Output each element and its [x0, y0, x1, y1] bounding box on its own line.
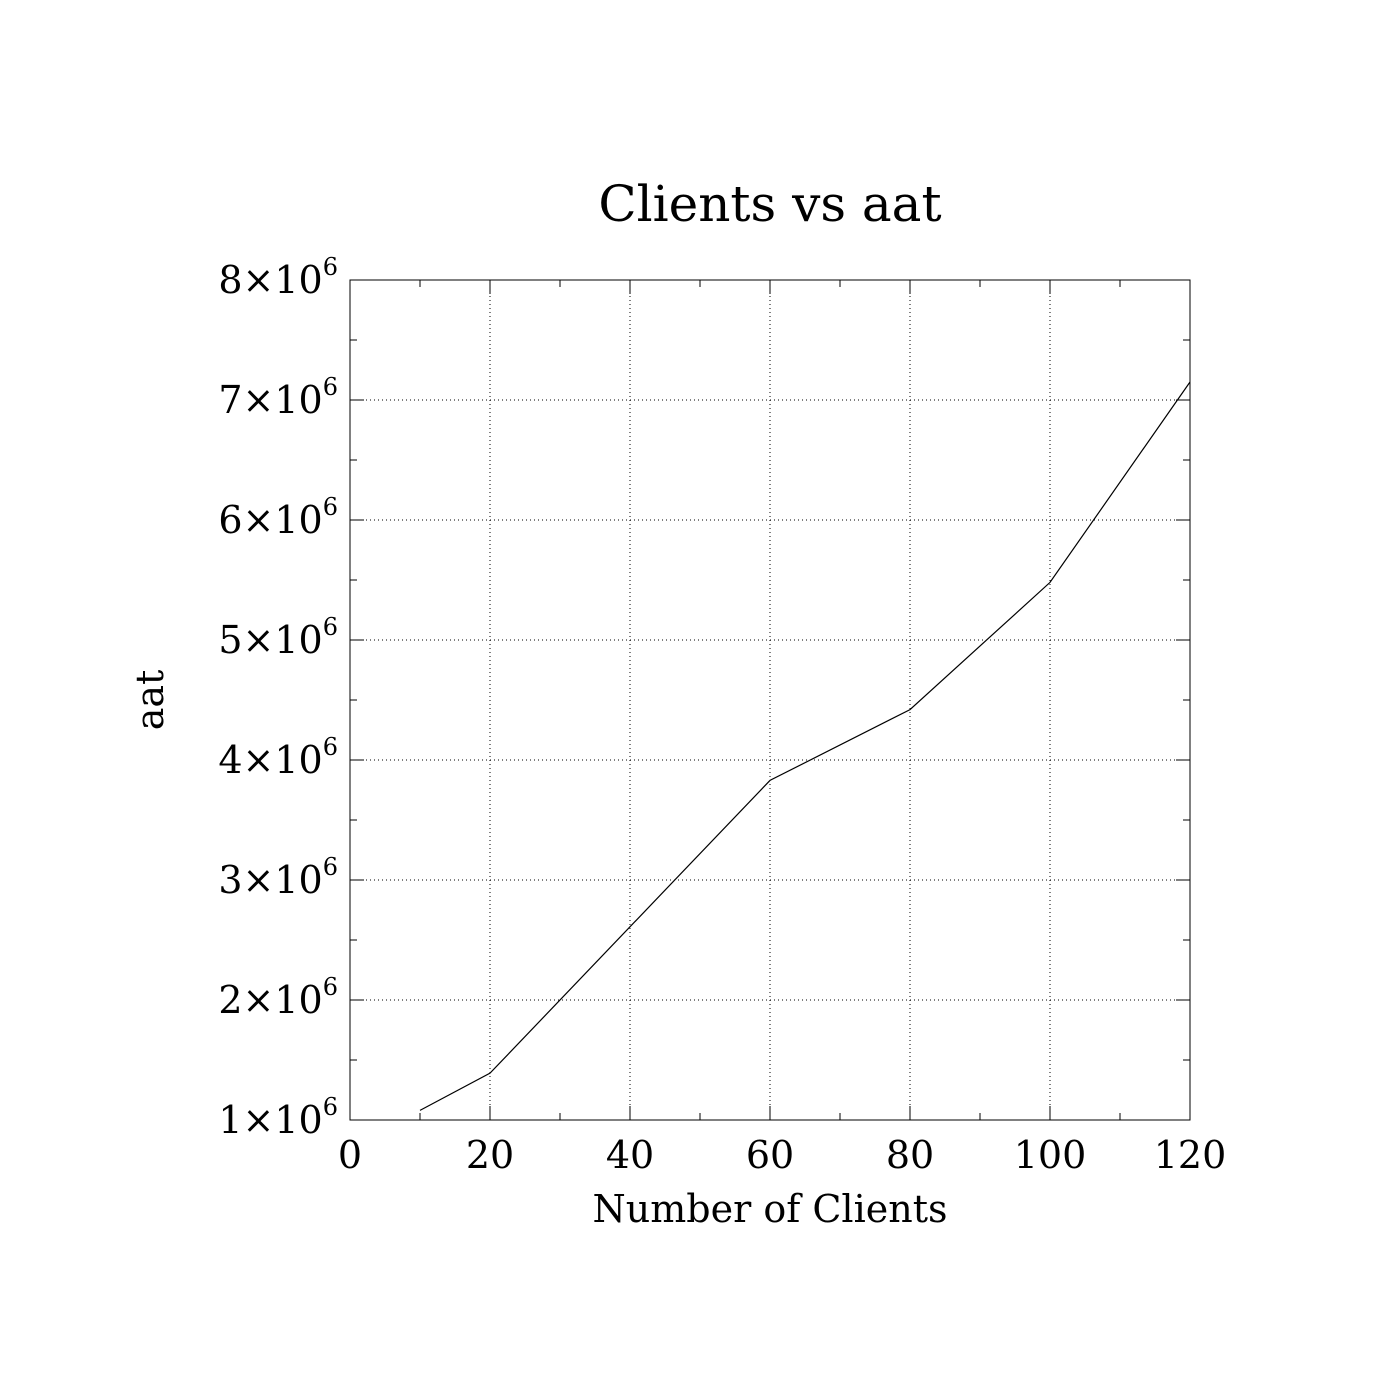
y-tick-label: 6×106 — [218, 493, 338, 542]
y-axis-label: aat — [128, 670, 172, 731]
y-tick-label: 7×106 — [218, 373, 338, 422]
y-tick-label: 8×106 — [218, 253, 338, 302]
series-layer — [419, 381, 1191, 1111]
x-tick-label: 80 — [886, 1133, 934, 1177]
x-tick-label: 0 — [338, 1133, 362, 1177]
x-tick-label: 40 — [606, 1133, 654, 1177]
grid-lines — [350, 280, 1190, 1120]
series-line — [419, 381, 1191, 1111]
y-tick-label: 2×106 — [218, 973, 338, 1022]
y-tick-label: 1×106 — [218, 1093, 338, 1142]
plot-frame — [349, 279, 1191, 1121]
chart-title: Clients vs aat — [598, 175, 941, 233]
x-tick-label: 60 — [746, 1133, 794, 1177]
x-axis-label: Number of Clients — [593, 1187, 948, 1231]
x-tick-label: 100 — [1014, 1133, 1087, 1177]
y-tick-labels: 1×106 2×106 3×106 4×106 5×106 6×106 7×106 8×106 — [218, 253, 338, 1142]
y-tick-label: 5×106 — [218, 613, 338, 662]
y-tick-label: 4×106 — [218, 733, 338, 782]
y-tick-label: 3×106 — [218, 853, 338, 902]
x-tick-label: 120 — [1154, 1133, 1227, 1177]
x-tick-label: 20 — [466, 1133, 514, 1177]
x-tick-labels: 0 20 40 60 80 100 120 — [338, 1133, 1226, 1177]
